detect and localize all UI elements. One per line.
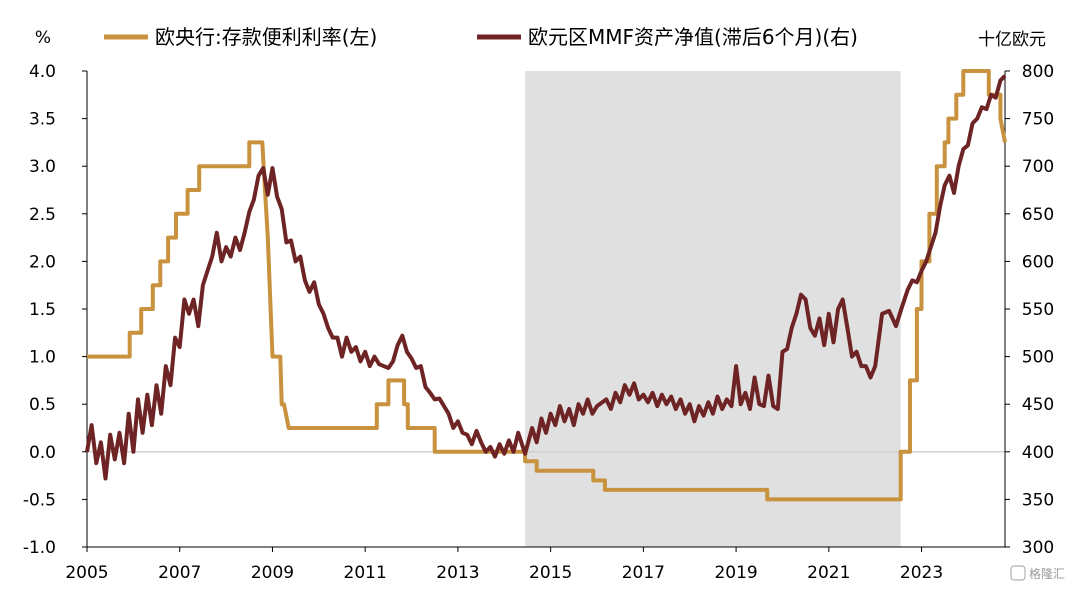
left-axis-unit: % — [35, 28, 51, 48]
x-tick-label: 2023 — [900, 563, 943, 583]
right-tick-label: 750 — [1022, 110, 1054, 130]
legend-label-mmf: 欧元区MMF资产净值(滞后6个月)(右) — [528, 25, 858, 49]
x-tick-label: 2007 — [158, 563, 201, 583]
left-tick-label: 3.5 — [29, 110, 56, 130]
left-tick-label: -0.5 — [23, 490, 56, 510]
watermark-text: 格隆汇 — [1029, 566, 1065, 581]
x-tick-label: 2013 — [436, 563, 479, 583]
x-tick-label: 2005 — [65, 563, 108, 583]
legend-label-rate: 欧央行:存款便利利率(左) — [155, 25, 377, 49]
x-tick-label: 2009 — [251, 563, 294, 583]
left-tick-label: -1.0 — [23, 538, 56, 558]
right-tick-label: 600 — [1022, 252, 1054, 272]
series-line-mmf-nav — [85, 74, 1007, 481]
x-tick-label: 2021 — [807, 563, 850, 583]
left-tick-label: 4.0 — [29, 62, 56, 82]
left-tick-label: 1.5 — [29, 300, 56, 320]
left-tick-label: 0.5 — [29, 395, 56, 415]
x-tick-label: 2011 — [344, 563, 387, 583]
right-tick-label: 700 — [1022, 157, 1054, 177]
left-tick-label: 0.0 — [29, 443, 56, 463]
left-tick-label: 3.0 — [29, 157, 56, 177]
left-tick-label: 2.5 — [29, 205, 56, 225]
x-tick-label: 2017 — [622, 563, 665, 583]
left-tick-label: 2.0 — [29, 252, 56, 272]
right-axis-unit: 十亿欧元 — [978, 30, 1046, 50]
watermark: 格隆汇 — [1010, 565, 1065, 581]
right-tick-label: 400 — [1022, 443, 1054, 463]
watermark-logo-icon — [1010, 565, 1026, 581]
right-tick-label: 550 — [1022, 300, 1054, 320]
x-tick-labels: 2005 2007 2009 2011 2013 2015 2017 2019 2021 2023 — [65, 547, 943, 583]
left-tick-label: 1.0 — [29, 348, 56, 368]
legend: 欧央行:存款便利利率(左) 欧元区MMF资产净值(滞后6个月)(右) — [104, 25, 858, 49]
right-tick-label: 450 — [1022, 395, 1054, 415]
x-tick-label: 2019 — [714, 563, 757, 583]
left-tick-labels: 4.0 3.5 3.0 2.5 2.0 1.5 1.0 0.5 0.0 -0.5 -1.0 — [23, 62, 87, 558]
x-tick-label: 2015 — [529, 563, 572, 583]
series-line-deposit-rate — [87, 69, 1007, 502]
right-tick-label: 300 — [1022, 538, 1054, 558]
right-tick-label: 500 — [1022, 348, 1054, 368]
right-tick-labels: 800 750 700 650 600 550 500 450 400 350 300 — [1005, 62, 1054, 558]
right-tick-label: 350 — [1022, 490, 1054, 510]
right-tick-label: 800 — [1022, 62, 1054, 82]
right-tick-label: 650 — [1022, 205, 1054, 225]
